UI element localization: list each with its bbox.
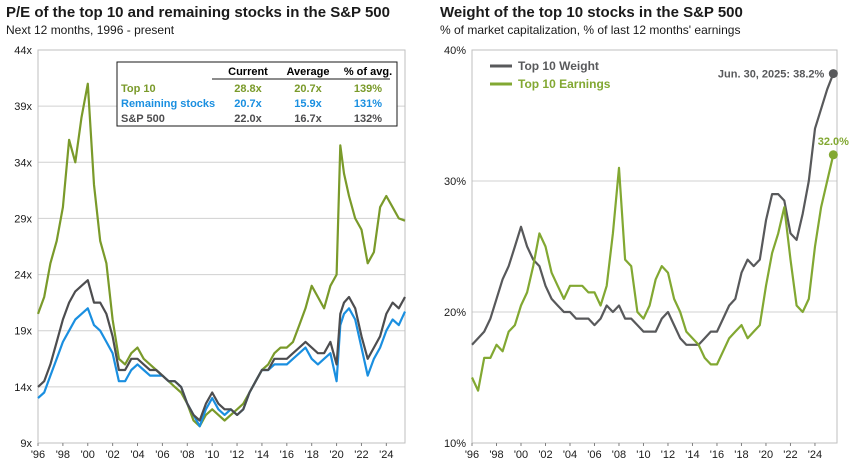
table-row-current: 20.7x xyxy=(234,98,262,110)
left-chart-svg: 9x 14x 19x 24x 29x 34x 39x 44x '96 '98 '00 '02 '04 '0… xyxy=(14,45,406,461)
series-line-top-10-weight xyxy=(471,73,835,346)
x-tick-label: '98 xyxy=(489,449,503,461)
left-chart-title: P/E of the top 10 and remaining stocks i… xyxy=(6,4,390,21)
table-row-average: 20.7x xyxy=(294,83,322,95)
y-tick-label: 24x xyxy=(14,270,32,282)
table-row-pct: 131% xyxy=(354,98,382,110)
x-tick-label: '16 xyxy=(710,449,724,461)
plot-frame xyxy=(471,49,838,444)
plot-frame xyxy=(37,49,406,444)
y-tick-label: 39x xyxy=(14,101,32,113)
y-tick-label: 29x xyxy=(14,213,32,225)
legend-label: Top 10 Weight xyxy=(518,59,599,73)
y-tick-label: 14x xyxy=(14,382,32,394)
x-tick-label: '96 xyxy=(31,449,45,461)
x-tick-label: '14 xyxy=(255,449,269,461)
table-row-pct: 139% xyxy=(354,83,382,95)
x-tick-label: '24 xyxy=(808,449,822,461)
x-tick-label: '08 xyxy=(180,449,194,461)
left-chart-subtitle: Next 12 months, 1996 - present xyxy=(6,23,175,37)
table-row-current: 28.8x xyxy=(234,83,262,95)
y-tick-label: 9x xyxy=(20,438,32,450)
table-row-average: 15.9x xyxy=(294,98,322,110)
x-tick-label: '20 xyxy=(759,449,773,461)
x-tick-label: '12 xyxy=(230,449,244,461)
x-tick-label: '18 xyxy=(734,449,748,461)
table-row-name: Remaining stocks xyxy=(121,98,215,110)
x-tick-label: '16 xyxy=(280,449,294,461)
summary-table: Current Average % of avg. Top 10 28.8x 20.7x 1… xyxy=(116,61,398,127)
x-tick-label: '02 xyxy=(105,449,119,461)
x-tick-label: '14 xyxy=(685,449,699,461)
table-row-name: Top 10 xyxy=(121,83,156,95)
right-chart-svg: 10% 20% 30% 40% '96 '98 '00 '02 '04 '06 '08 '10 '12 '… xyxy=(444,45,849,461)
series-line-top-10 xyxy=(36,82,406,428)
y-tick-label: 34x xyxy=(14,157,32,169)
y-tick-label: 40% xyxy=(444,45,466,57)
table-box xyxy=(116,61,398,127)
x-tick-label: '96 xyxy=(465,449,479,461)
table-row-pct: 132% xyxy=(354,113,382,125)
right-chart-panel: Weight of the top 10 stocks in the S&P 5… xyxy=(432,0,864,472)
x-tick-label: '04 xyxy=(563,449,577,461)
x-tick-label: '20 xyxy=(329,449,343,461)
x-tick-label: '24 xyxy=(379,449,393,461)
x-tick-label: '06 xyxy=(587,449,601,461)
x-tick-label: '18 xyxy=(305,449,319,461)
x-tick-label: '12 xyxy=(661,449,675,461)
left-chart-panel: P/E of the top 10 and remaining stocks i… xyxy=(6,4,406,461)
series-line-top-10-earnings xyxy=(471,154,835,392)
earnings-annotation: 32.0% xyxy=(818,136,849,148)
legend: Top 10 Weight Top 10 Earnings xyxy=(490,59,611,91)
table-header: % of avg. xyxy=(344,66,392,78)
x-tick-label: '00 xyxy=(514,449,528,461)
x-tick-label: '98 xyxy=(56,449,70,461)
x-tick-label: '02 xyxy=(538,449,552,461)
y-tick-label: 10% xyxy=(444,438,466,450)
table-row-average: 16.7x xyxy=(294,113,322,125)
x-tick-label: '10 xyxy=(205,449,219,461)
x-tick-label: '10 xyxy=(636,449,650,461)
x-tick-label: '06 xyxy=(155,449,169,461)
y-tick-label: 44x xyxy=(14,45,32,57)
table-row-name: S&P 500 xyxy=(121,113,165,125)
right-chart-subtitle: % of market capitalization, % of last 12… xyxy=(440,23,741,37)
earnings-end-marker xyxy=(828,150,838,160)
table-row-current: 22.0x xyxy=(234,113,262,125)
table-header: Average xyxy=(286,66,329,78)
x-tick-label: '04 xyxy=(130,449,144,461)
x-tick-label: '22 xyxy=(783,449,797,461)
x-tick-label: '00 xyxy=(81,449,95,461)
y-tick-label: 19x xyxy=(14,326,32,338)
series-line-remaining-stocks xyxy=(37,307,406,428)
x-tick-label: '22 xyxy=(354,449,368,461)
right-chart-title: Weight of the top 10 stocks in the S&P 5… xyxy=(440,4,743,21)
y-tick-label: 20% xyxy=(444,307,466,319)
weight-end-marker xyxy=(828,69,838,79)
table-header: Current xyxy=(228,66,268,78)
weight-annotation: Jun. 30, 2025: 38.2% xyxy=(718,69,825,81)
series-line-s-p-500 xyxy=(37,279,406,422)
x-tick-label: '08 xyxy=(612,449,626,461)
y-tick-label: 30% xyxy=(444,176,466,188)
legend-label: Top 10 Earnings xyxy=(518,77,611,91)
